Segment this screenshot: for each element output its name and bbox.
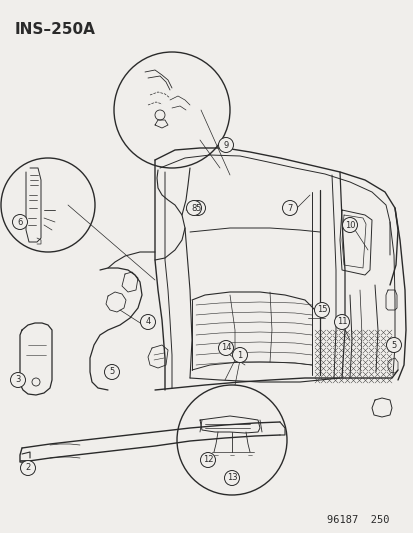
- Text: 14: 14: [220, 343, 231, 352]
- Text: 5: 5: [195, 204, 200, 213]
- Circle shape: [186, 200, 201, 215]
- Text: 15: 15: [316, 305, 326, 314]
- Text: 12: 12: [202, 456, 213, 464]
- Text: 8: 8: [191, 204, 196, 213]
- Circle shape: [10, 373, 26, 387]
- Text: 3: 3: [15, 376, 21, 384]
- Text: 5: 5: [390, 341, 396, 350]
- Circle shape: [334, 314, 349, 329]
- Text: 96187  250: 96187 250: [327, 515, 389, 525]
- Circle shape: [314, 303, 329, 318]
- Circle shape: [104, 365, 119, 379]
- Circle shape: [218, 341, 233, 356]
- Circle shape: [140, 314, 155, 329]
- Text: 13: 13: [226, 473, 237, 482]
- Circle shape: [218, 138, 233, 152]
- Text: 6: 6: [17, 217, 23, 227]
- Text: INS–250A: INS–250A: [15, 22, 96, 37]
- Circle shape: [282, 200, 297, 215]
- Circle shape: [190, 200, 205, 215]
- Circle shape: [21, 461, 36, 475]
- Text: 7: 7: [287, 204, 292, 213]
- Text: 1: 1: [237, 351, 242, 359]
- Text: 4: 4: [145, 318, 150, 327]
- Text: 10: 10: [344, 221, 354, 230]
- Text: 11: 11: [336, 318, 347, 327]
- Circle shape: [12, 214, 27, 230]
- Circle shape: [200, 453, 215, 467]
- Text: 5: 5: [109, 367, 114, 376]
- Text: 9: 9: [223, 141, 228, 149]
- Text: 2: 2: [25, 464, 31, 472]
- Circle shape: [386, 337, 401, 352]
- Circle shape: [224, 471, 239, 486]
- Circle shape: [232, 348, 247, 362]
- Circle shape: [342, 217, 357, 232]
